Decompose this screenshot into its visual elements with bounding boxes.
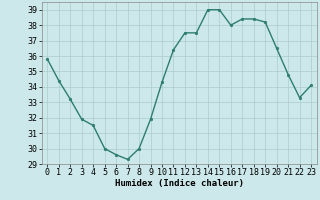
X-axis label: Humidex (Indice chaleur): Humidex (Indice chaleur) [115, 179, 244, 188]
